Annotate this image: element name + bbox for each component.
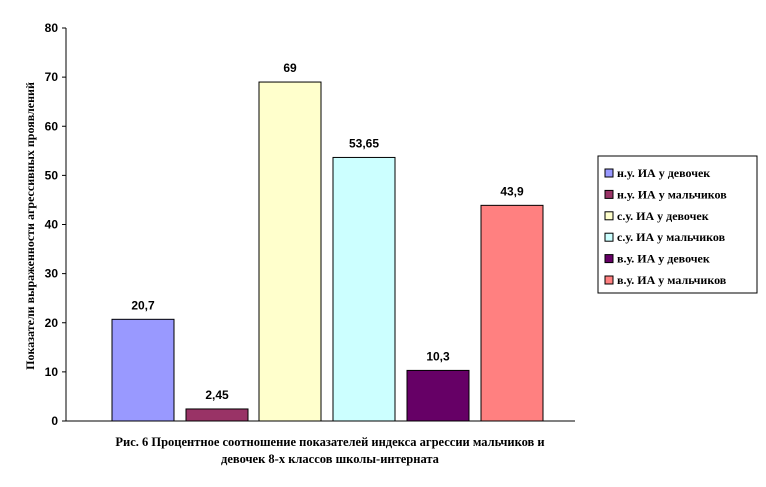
legend-swatch [604,168,614,178]
data-label: 53,65 [349,136,379,150]
legend-swatch [604,189,614,199]
figure-caption: Рис. 6 Процентное соотношение показателе… [60,434,600,468]
legend-swatch [604,211,614,221]
legend-entry: с.у. ИА у девочек [617,209,709,223]
y-tick-label: 50 [45,168,59,182]
legend-entry: в.у. ИА у мальчиков [617,273,727,287]
caption-line-1: Рис. 6 Процентное соотношение показателе… [115,435,545,449]
caption-line-2: девочек 8-х классов школы-интерната [221,452,439,466]
y-tick-label: 60 [45,119,59,133]
legend-entry: н.у. ИА у девочек [617,166,710,180]
y-axis-ticks: 0 10 20 30 40 50 60 70 80 [45,21,66,428]
bar [406,369,470,422]
y-tick-label: 10 [45,365,59,379]
y-tick-label: 70 [45,70,59,84]
legend-swatch [604,275,614,285]
y-tick-label: 30 [45,267,59,281]
legend-box [597,155,758,294]
bar [185,408,249,422]
data-labels: 20,7 2,45 69 53,65 10,3 43,9 [131,61,524,402]
legend: н.у. ИА у девочек н.у. ИА у мальчиков с.у.… [597,155,758,294]
data-label: 43,9 [500,184,524,198]
y-tick-label: 20 [45,316,59,330]
legend-swatch [604,254,614,264]
bar [258,81,322,422]
y-tick-label: 40 [45,218,59,232]
data-label: 10,3 [426,349,450,363]
bar [480,204,544,422]
legend-swatch [604,232,614,242]
legend-entry: н.у. ИА у мальчиков [617,187,727,201]
bars [111,81,544,422]
data-label: 20,7 [131,298,155,312]
bar [332,156,396,422]
y-axis-label: Показатели выраженности агрессивных проя… [23,82,37,370]
legend-entry: в.у. ИА у девочек [617,252,710,266]
y-tick-label: 0 [51,414,58,428]
data-label: 69 [283,61,297,75]
legend-entry: с.у. ИА у мальчиков [617,230,726,244]
y-tick-label: 80 [45,21,59,35]
axes [65,28,575,422]
bar [111,318,175,422]
data-label: 2,45 [205,388,229,402]
